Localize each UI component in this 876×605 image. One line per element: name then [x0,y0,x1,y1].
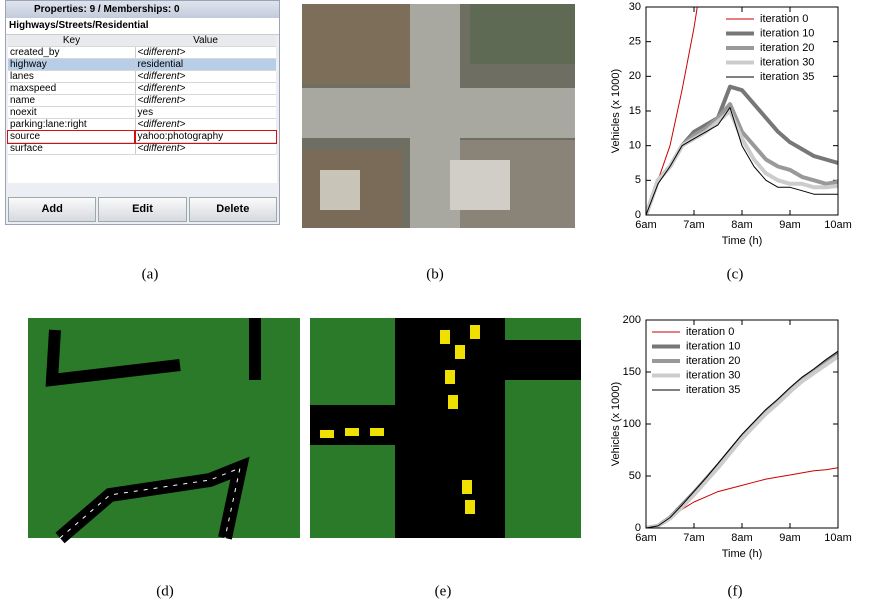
y-tick-label: 20 [629,70,641,82]
y-tick-label: 0 [635,522,641,534]
legend-label: iteration 30 [686,369,740,381]
property-value: <different> [134,46,276,59]
properties-panel: Properties: 9 / Memberships: 0 Highways/… [5,0,280,225]
series-line [646,467,838,528]
column-header: Key [8,35,136,47]
panel-path: Highways/Streets/Residential [6,18,279,35]
button[interactable]: Delete [188,197,277,222]
property-key: source [6,129,137,144]
x-tick-label: 8am [731,532,752,544]
property-key: name [8,94,136,107]
property-row[interactable]: parking:lane:right <different> [8,118,276,131]
property-value: <different> [134,94,276,107]
panel-title: Properties: 9 / Memberships: 0 [6,1,279,18]
legend-label: iteration 30 [760,56,814,68]
plot-frame [645,6,839,216]
caption: (d) [156,583,174,599]
x-tick-label: 8am [731,219,752,231]
property-row[interactable]: highway residential [8,58,276,71]
property-row[interactable]: created_by <different> [8,46,276,59]
series-line [646,107,838,215]
x-tick-label: 6am [635,532,656,544]
y-tick-label: 30 [629,1,641,13]
y-tick-label: 100 [623,418,641,430]
series-line [646,109,838,215]
x-tick-label: 6am [635,219,656,231]
property-value: residential [134,58,276,71]
y-axis-label: Vehicles (x 1000) [610,69,622,153]
plot-frame [645,319,839,529]
property-value: <different> [134,82,276,95]
y-tick-label: 50 [629,470,641,482]
caption: (b) [426,266,444,282]
y-tick-label: 15 [629,105,641,117]
legend-label: iteration 35 [686,384,740,396]
button[interactable]: Edit [98,197,187,222]
x-tick-label: 10am [824,219,852,231]
properties-table: Key Value created_by <different> highway res… [6,35,277,155]
property-key: noexit [8,106,136,119]
y-tick-label: 10 [629,140,641,152]
legend-label: iteration 0 [760,13,808,25]
series-line [646,84,838,215]
property-key: lanes [8,70,136,83]
y-tick-label: 0 [635,209,641,221]
column-header: Value [135,35,276,47]
simulation-image [28,318,300,544]
button[interactable]: Add [8,197,97,222]
property-value: yahoo:photography [134,129,277,144]
property-row[interactable]: source yahoo:photography [6,129,277,144]
x-tick-label: 9am [779,532,800,544]
property-key: created_by [8,46,136,59]
legend-label: iteration 20 [686,355,740,367]
x-tick-label: 10am [824,532,852,544]
y-axis-label: Vehicles (x 1000) [610,382,622,466]
y-tick-label: 25 [629,36,641,48]
property-row[interactable]: lanes <different> [8,70,276,83]
legend-label: iteration 0 [686,326,734,338]
property-value: yes [134,106,276,119]
caption: (e) [435,583,452,599]
y-tick-label: 150 [623,366,641,378]
property-row[interactable]: surface <different> [8,142,276,155]
property-row[interactable]: name <different> [8,94,276,107]
series-line [646,7,698,215]
series-line [646,354,838,528]
legend-label: iteration 10 [686,340,740,352]
x-tick-label: 9am [779,219,800,231]
x-axis-label: Time (h) [722,548,763,560]
legend-label: iteration 20 [760,42,814,54]
legend-label: iteration 35 [760,71,814,83]
caption: (f) [728,583,743,599]
property-key: maxspeed [8,82,136,95]
y-tick-label: 200 [623,314,641,326]
simulation-image [310,318,581,538]
series-line [646,350,838,528]
caption: (c) [727,266,744,282]
property-row[interactable]: maxspeed <different> [8,82,276,95]
x-tick-label: 7am [683,219,704,231]
aerial-image [302,4,575,228]
y-tick-label: 5 [635,174,641,186]
x-axis-label: Time (h) [722,235,763,247]
property-row[interactable]: noexit yes [8,106,276,119]
property-key: highway [8,58,136,71]
property-value: <different> [134,70,276,83]
property-value: <different> [134,142,276,155]
property-key: parking:lane:right [8,118,136,131]
property-value: <different> [134,118,276,131]
x-tick-label: 7am [683,532,704,544]
legend-label: iteration 10 [760,27,814,39]
property-key: surface [8,142,136,155]
caption: (a) [142,266,159,282]
